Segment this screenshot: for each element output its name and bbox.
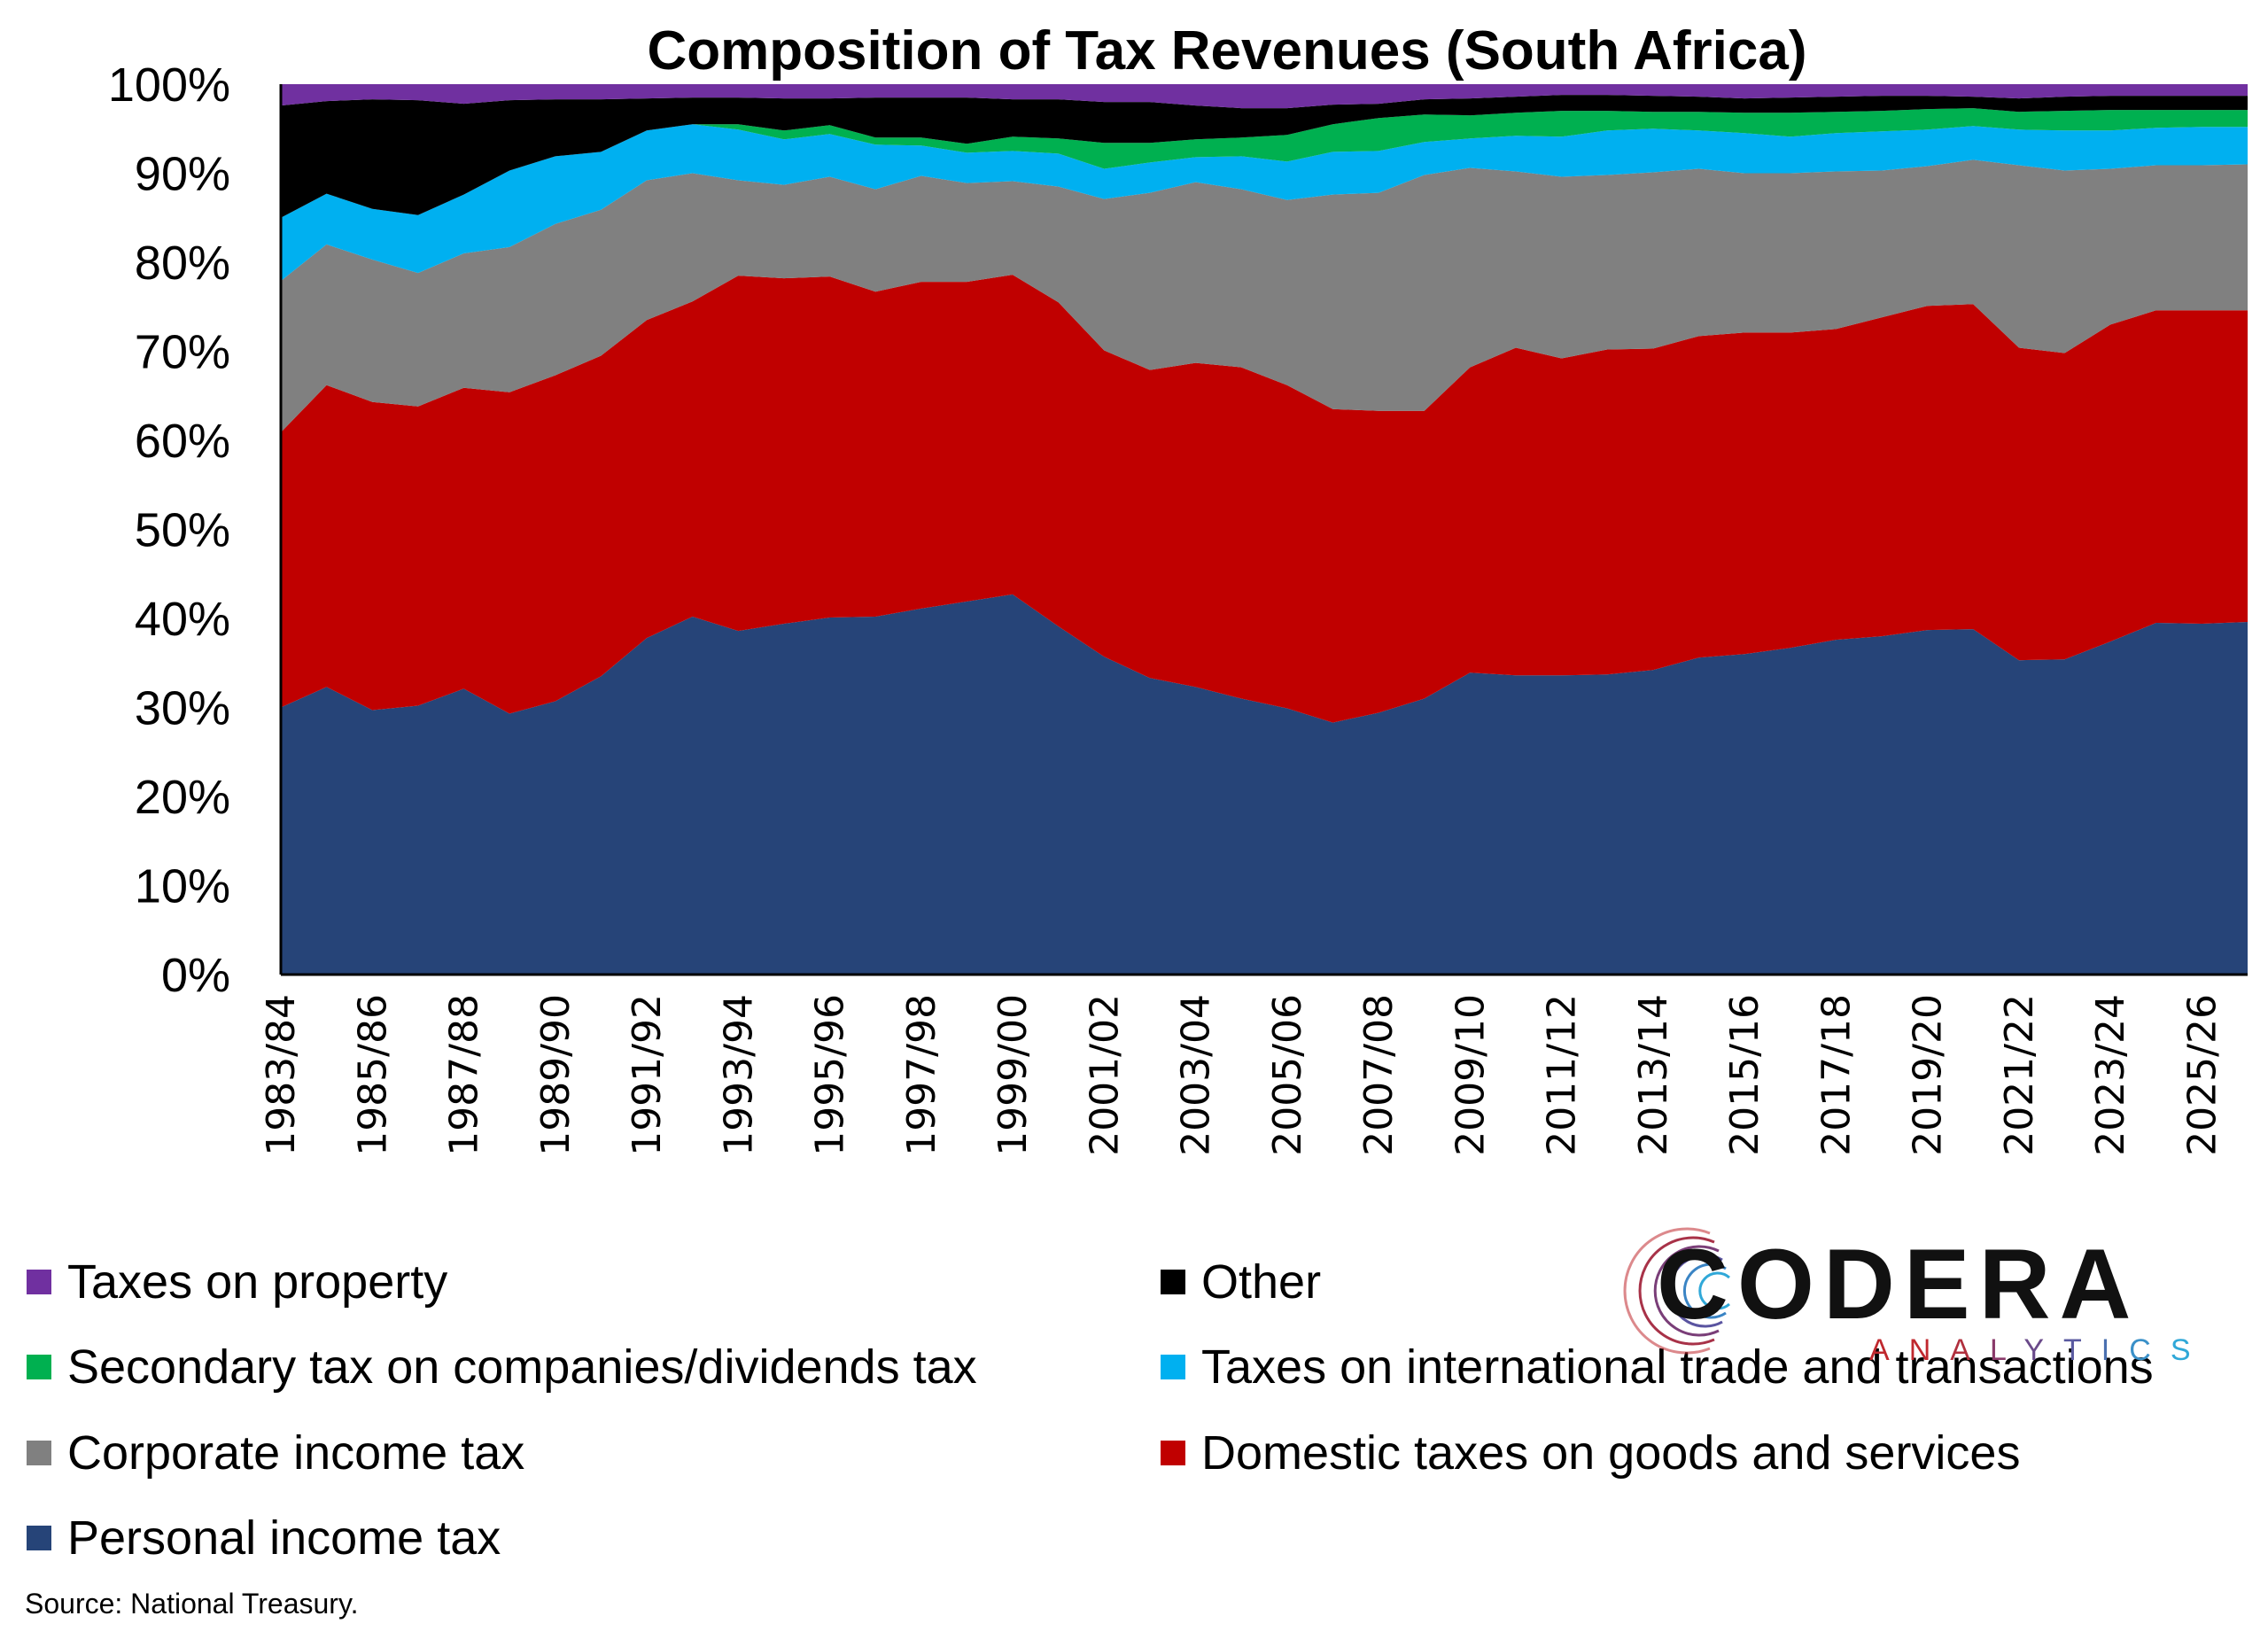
x-tick-label: 2011/12 bbox=[1540, 994, 1585, 1156]
legend-swatch-icon bbox=[1161, 1270, 1185, 1294]
logo-subtitle-letter: C bbox=[2129, 1333, 2171, 1367]
legend-swatch-icon bbox=[27, 1526, 51, 1550]
chart: Composition of Tax Revenues (South Afric… bbox=[108, 20, 2248, 1156]
legend-item-personal-income-tax: Personal income tax bbox=[27, 1507, 501, 1569]
legend-label: Personal income tax bbox=[67, 1511, 501, 1565]
x-tick-label: 1987/88 bbox=[442, 994, 487, 1156]
legend-label: Domestic taxes on goods and services bbox=[1201, 1426, 2021, 1480]
y-tick-label: 50% bbox=[135, 504, 230, 557]
legend-item-corporate-income-tax: Corporate income tax bbox=[27, 1422, 524, 1484]
x-tick-label: 2013/14 bbox=[1631, 994, 1676, 1156]
area-personal-income-tax bbox=[281, 594, 2248, 975]
y-tick-label: 10% bbox=[135, 860, 230, 913]
legend-label: Other bbox=[1201, 1255, 1322, 1309]
x-tick-label: 2015/16 bbox=[1722, 994, 1767, 1156]
x-tick-label: 2017/18 bbox=[1814, 994, 1859, 1156]
x-tick-label: 2019/20 bbox=[1906, 994, 1951, 1156]
legend-item-domestic-taxes: Domestic taxes on goods and services bbox=[1161, 1422, 2020, 1484]
logo-subtitle-letter: S bbox=[2170, 1333, 2210, 1367]
chart-title: Composition of Tax Revenues (South Afric… bbox=[648, 20, 1807, 82]
x-tick-label: 2009/10 bbox=[1448, 994, 1493, 1156]
logo-subtitle-letter: Y bbox=[2023, 1333, 2064, 1367]
legend: Taxes on property Other Secondary tax on… bbox=[0, 1240, 2268, 1577]
x-tick-label: 2021/22 bbox=[1997, 994, 2042, 1156]
fingerprint-logo-icon bbox=[1623, 1227, 1730, 1355]
legend-swatch-icon bbox=[27, 1441, 51, 1465]
legend-swatch-icon bbox=[1161, 1441, 1185, 1465]
y-tick-label: 40% bbox=[135, 593, 230, 646]
area-taxes-on-international-trade-and-transactions bbox=[281, 124, 2248, 282]
logo-subtitle-letter: L bbox=[1989, 1333, 2024, 1367]
legend-label: Taxes on international trade and transac… bbox=[1201, 1340, 2154, 1394]
x-tick-label: 2023/24 bbox=[2088, 994, 2133, 1156]
y-tick-label: 20% bbox=[135, 771, 230, 824]
logo-subtitle-letter: T bbox=[2063, 1333, 2101, 1367]
logo-subtitle-letter: A bbox=[1869, 1333, 1909, 1367]
x-axis-ticks: 1983/84 1985/86 1987/88 1989/90 1991/92 1993/… bbox=[259, 994, 2225, 1156]
area-taxes-on-property bbox=[281, 84, 2248, 109]
legend-swatch-icon bbox=[1161, 1355, 1185, 1379]
source-note: Source: National Treasury. bbox=[25, 1588, 359, 1620]
x-tick-label: 1999/00 bbox=[990, 994, 1036, 1156]
area-domestic-taxes-on-goods-and-services bbox=[281, 275, 2248, 723]
y-axis-ticks: 0% 10% 20% 30% 40% 50% 60% 70% 80% 90% 100% bbox=[108, 58, 230, 1002]
x-tick-label: 2003/04 bbox=[1174, 994, 1219, 1156]
logo-subtitle-letter: I bbox=[2101, 1333, 2130, 1367]
codera-logo: CODERA ANALYTICS bbox=[1612, 1216, 2191, 1366]
logo-wordmark: CODERA bbox=[1657, 1229, 2140, 1340]
y-tick-label: 100% bbox=[108, 58, 230, 112]
legend-item-other: Other bbox=[1161, 1251, 1321, 1313]
legend-label: Secondary tax on companies/dividends tax bbox=[67, 1340, 977, 1394]
x-tick-label: 2007/08 bbox=[1356, 994, 1402, 1156]
legend-item-international-trade: Taxes on international trade and transac… bbox=[1161, 1336, 2154, 1398]
x-tick-label: 2001/02 bbox=[1082, 994, 1127, 1156]
x-tick-label: 1989/90 bbox=[533, 994, 579, 1156]
x-tick-label: 1993/94 bbox=[716, 994, 761, 1156]
x-tick-label: 1983/84 bbox=[259, 994, 304, 1156]
legend-swatch-icon bbox=[27, 1270, 51, 1294]
plot-areas bbox=[281, 84, 2248, 975]
logo-subtitle-letter: N bbox=[1908, 1333, 1951, 1367]
x-tick-label: 1997/98 bbox=[899, 994, 944, 1156]
area-corporate-income-tax bbox=[281, 159, 2248, 432]
legend-label: Taxes on property bbox=[67, 1255, 448, 1309]
x-tick-label: 1991/92 bbox=[625, 994, 670, 1156]
legend-label: Corporate income tax bbox=[67, 1426, 525, 1480]
logo-subtitle-letter: A bbox=[1950, 1333, 1990, 1367]
legend-swatch-icon bbox=[27, 1355, 51, 1379]
y-tick-label: 70% bbox=[135, 326, 230, 379]
area-secondary-tax-on-companies-dividends-tax bbox=[281, 108, 2248, 218]
x-tick-label: 1995/96 bbox=[808, 994, 853, 1156]
y-tick-label: 90% bbox=[135, 148, 230, 201]
logo-subtitle: ANALYTICS bbox=[1869, 1334, 2210, 1366]
y-tick-label: 60% bbox=[135, 415, 230, 468]
y-tick-label: 80% bbox=[135, 237, 230, 290]
y-tick-label: 30% bbox=[135, 682, 230, 735]
area-other bbox=[281, 95, 2248, 218]
y-tick-label: 0% bbox=[161, 949, 230, 1002]
x-tick-label: 2005/06 bbox=[1265, 994, 1310, 1156]
legend-item-taxes-on-property: Taxes on property bbox=[27, 1251, 447, 1313]
legend-item-secondary-tax: Secondary tax on companies/dividends tax bbox=[27, 1336, 977, 1398]
x-tick-label: 2025/26 bbox=[2179, 994, 2225, 1156]
x-tick-label: 1985/86 bbox=[350, 994, 395, 1156]
